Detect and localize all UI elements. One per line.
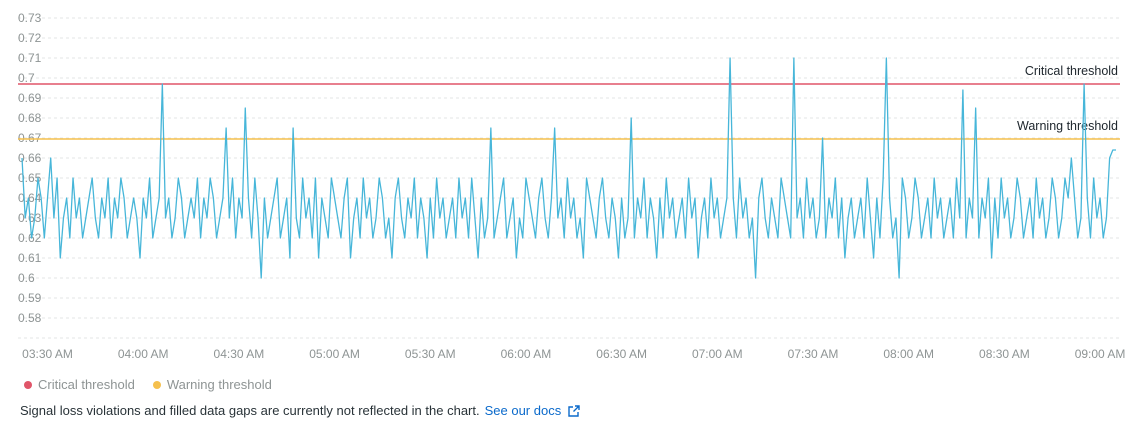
x-tick-label: 04:30 AM	[214, 347, 265, 361]
y-tick-label: 0.71	[18, 51, 42, 65]
threshold-lines: Critical threshold Warning threshold	[18, 64, 1120, 140]
chart-footnote: Signal loss violations and filled data g…	[20, 403, 581, 418]
legend-item-warning[interactable]: Warning threshold	[152, 377, 272, 392]
y-tick-label: 0.72	[18, 31, 42, 45]
legend-label-critical: Critical threshold	[38, 377, 135, 392]
y-tick-label: 0.65	[18, 171, 42, 185]
x-tick-label: 07:30 AM	[788, 347, 839, 361]
x-tick-label: 06:30 AM	[596, 347, 647, 361]
y-tick-label: 0.64	[18, 191, 42, 205]
x-tick-label: 09:00 AM	[1075, 347, 1126, 361]
legend-item-critical[interactable]: Critical threshold	[24, 377, 135, 392]
x-tick-label: 08:30 AM	[979, 347, 1030, 361]
external-link-icon	[568, 404, 580, 417]
footnote-text: Signal loss violations and filled data g…	[20, 403, 480, 418]
y-tick-label: 0.68	[18, 111, 42, 125]
grid-lines	[18, 17, 1120, 339]
legend-label-warning: Warning threshold	[166, 377, 272, 392]
x-axis: 03:30 AM 04:00 AM 04:30 AM 05:00 AM 05:30 AM…	[22, 347, 1125, 361]
line-chart: 0.73 0.72 0.71 0.7 0.69 0.68 0.67 0.66 0.65 0.64 0…	[18, 11, 1125, 361]
y-tick-label: 0.58	[18, 311, 42, 325]
y-tick-label: 0.6	[18, 271, 35, 285]
y-tick-label: 0.62	[18, 231, 42, 245]
docs-link[interactable]: See our docs	[485, 403, 582, 418]
legend-dot-critical	[24, 380, 32, 389]
legend-dot-warning	[152, 380, 161, 389]
y-tick-label: 0.66	[18, 151, 42, 165]
x-tick-label: 06:00 AM	[501, 347, 552, 361]
series-layer	[21, 57, 1116, 279]
x-tick-label: 03:30 AM	[22, 347, 73, 361]
y-tick-label: 0.67	[18, 131, 42, 145]
x-tick-label: 04:00 AM	[118, 347, 169, 361]
x-tick-label: 05:00 AM	[309, 347, 360, 361]
x-tick-label: 07:00 AM	[692, 347, 743, 361]
y-tick-label: 0.59	[18, 291, 42, 305]
x-tick-label: 05:30 AM	[405, 347, 456, 361]
threshold-label: Critical threshold	[1025, 64, 1118, 78]
chart-legend: Critical threshold Warning threshold	[24, 377, 272, 392]
x-tick-label: 08:00 AM	[883, 347, 934, 361]
y-tick-label: 0.73	[18, 11, 42, 25]
y-tick-label: 0.69	[18, 91, 42, 105]
y-tick-label: 0.7	[18, 71, 35, 85]
series-line	[21, 57, 1116, 279]
docs-link-label: See our docs	[484, 403, 562, 418]
threshold-label: Warning threshold	[1017, 119, 1118, 133]
y-tick-label: 0.61	[18, 251, 42, 265]
